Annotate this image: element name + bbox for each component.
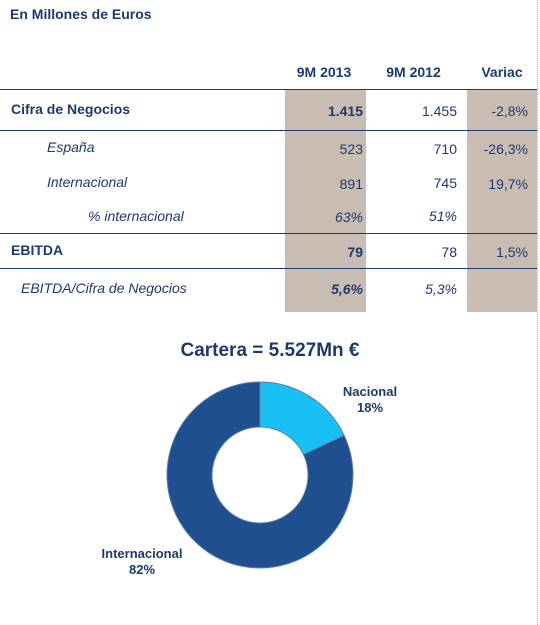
cell-pct-internacional-2012: 51% <box>428 208 457 224</box>
internacional-value: 82% <box>128 562 156 577</box>
column-header-9m-2012: 9M 2012 <box>386 64 441 80</box>
cell-ebitda-cifra-2013: 5,6% <box>331 281 363 297</box>
cartera-donut-chart <box>166 381 354 569</box>
column-header-variac: Variac <box>481 64 523 80</box>
row-label-ebitda: EBITDA <box>11 242 64 258</box>
cell-ebitda-cifra-2012: 5,3% <box>425 281 457 297</box>
row-label-ebitda-cifra: EBITDA/Cifra de Negocios <box>21 280 187 296</box>
row-label-cifra-de-negocios: Cifra de Negocios <box>11 101 131 117</box>
nacional-name: Nacional <box>342 384 398 399</box>
nacional-label: Nacional 18% <box>330 384 410 416</box>
cell-espana-variac: -26,3% <box>483 141 528 157</box>
header-rule <box>0 89 537 90</box>
nacional-value: 18% <box>356 400 384 415</box>
chart-title: Cartera = 5.527Mn € <box>180 340 360 361</box>
cell-ebitda-2013: 79 <box>347 244 363 260</box>
unit-label: En Millones de Euros <box>10 6 152 22</box>
internacional-label: Internacional 82% <box>88 546 196 578</box>
row-rule <box>0 233 537 234</box>
cell-internacional-2013: 891 <box>339 176 363 192</box>
donut-slice-internacional <box>166 381 354 569</box>
row-label-internacional: Internacional <box>47 174 128 190</box>
cell-cifra-2012: 1.455 <box>421 103 457 119</box>
cell-pct-internacional-2013: 63% <box>334 209 363 225</box>
right-dotted-border <box>537 0 538 625</box>
internacional-name: Internacional <box>101 546 183 561</box>
row-label-espana: España <box>47 139 95 155</box>
cell-cifra-2013: 1.415 <box>327 103 363 119</box>
row-label-pct-internacional: % internacional <box>88 208 184 224</box>
cell-espana-2012: 710 <box>433 141 457 157</box>
column-header-9m-2013: 9M 2013 <box>296 64 352 80</box>
row-rule <box>0 130 537 131</box>
row-rule <box>0 268 537 269</box>
cell-internacional-2012: 745 <box>433 175 457 191</box>
financial-table: 9M 2013 9M 2012 Variac Cifra de Negocios… <box>0 56 537 316</box>
highlight-variac-column <box>467 90 537 312</box>
cell-cifra-variac: -2,8% <box>491 103 528 119</box>
cell-ebitda-2012: 78 <box>441 244 457 260</box>
cell-espana-2013: 523 <box>339 141 363 157</box>
highlight-9m2013-column <box>285 90 366 312</box>
cell-ebitda-variac: 1,5% <box>496 244 528 260</box>
cell-internacional-variac: 19,7% <box>488 176 528 192</box>
